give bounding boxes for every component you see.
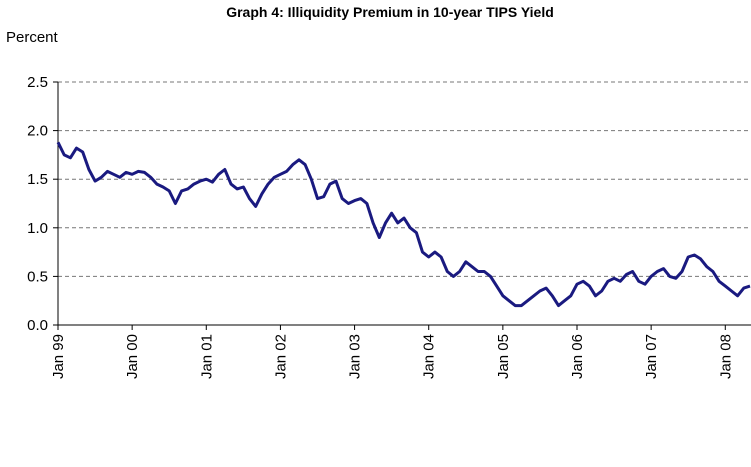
y-axis-label: Percent: [6, 29, 59, 46]
y-tick-label: 1.0: [27, 220, 48, 237]
y-tick-label: 1.5: [27, 171, 48, 188]
x-tick-label: Jan 02: [272, 334, 289, 379]
x-tick-label: Jan 08: [717, 334, 734, 379]
y-tick-label: 2.0: [27, 123, 48, 140]
y-tick-label: 2.5: [27, 74, 48, 91]
x-tick-label: Jan 00: [124, 334, 141, 379]
y-tick-label: 0.0: [27, 317, 48, 334]
x-tick-label: Jan 03: [347, 334, 364, 379]
data-line: [56, 141, 751, 308]
x-tick-label: Jan 06: [569, 334, 586, 379]
y-tick-label: 0.5: [27, 268, 48, 285]
x-tick-label: Jan 07: [643, 334, 660, 379]
chart-title: Graph 4: Illiquidity Premium in 10-year …: [226, 4, 554, 20]
x-tick-label: Jan 05: [495, 334, 512, 379]
x-tick-label: Jan 01: [198, 334, 215, 379]
x-tick-label: Jan 99: [50, 334, 67, 379]
x-tick-label: Jan 04: [421, 334, 438, 379]
